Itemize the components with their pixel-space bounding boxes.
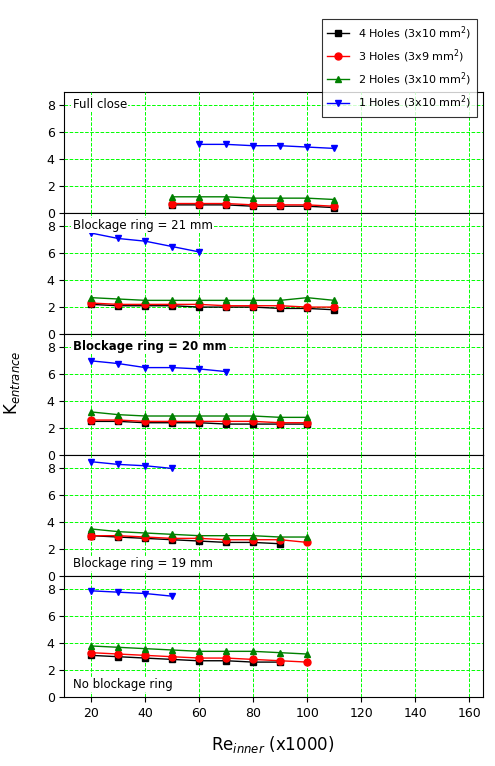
Legend: 4 Holes (3x10 mm$^2$), 3 Holes (3x9 mm$^2$), 2 Holes (3x10 mm$^2$), 1 Holes (3x1: 4 Holes (3x10 mm$^2$), 3 Holes (3x9 mm$^… <box>322 19 477 117</box>
Text: Blockage ring = 19 mm: Blockage ring = 19 mm <box>73 557 212 570</box>
Text: Blockage ring = 21 mm: Blockage ring = 21 mm <box>73 219 212 232</box>
Text: Full close: Full close <box>73 98 127 111</box>
Text: K$_{entrance}$: K$_{entrance}$ <box>2 351 22 415</box>
Text: No blockage ring: No blockage ring <box>73 678 172 691</box>
Text: Blockage ring = 20 mm: Blockage ring = 20 mm <box>73 340 226 353</box>
Text: Re$_{inner}$ (x1000): Re$_{inner}$ (x1000) <box>210 734 334 755</box>
